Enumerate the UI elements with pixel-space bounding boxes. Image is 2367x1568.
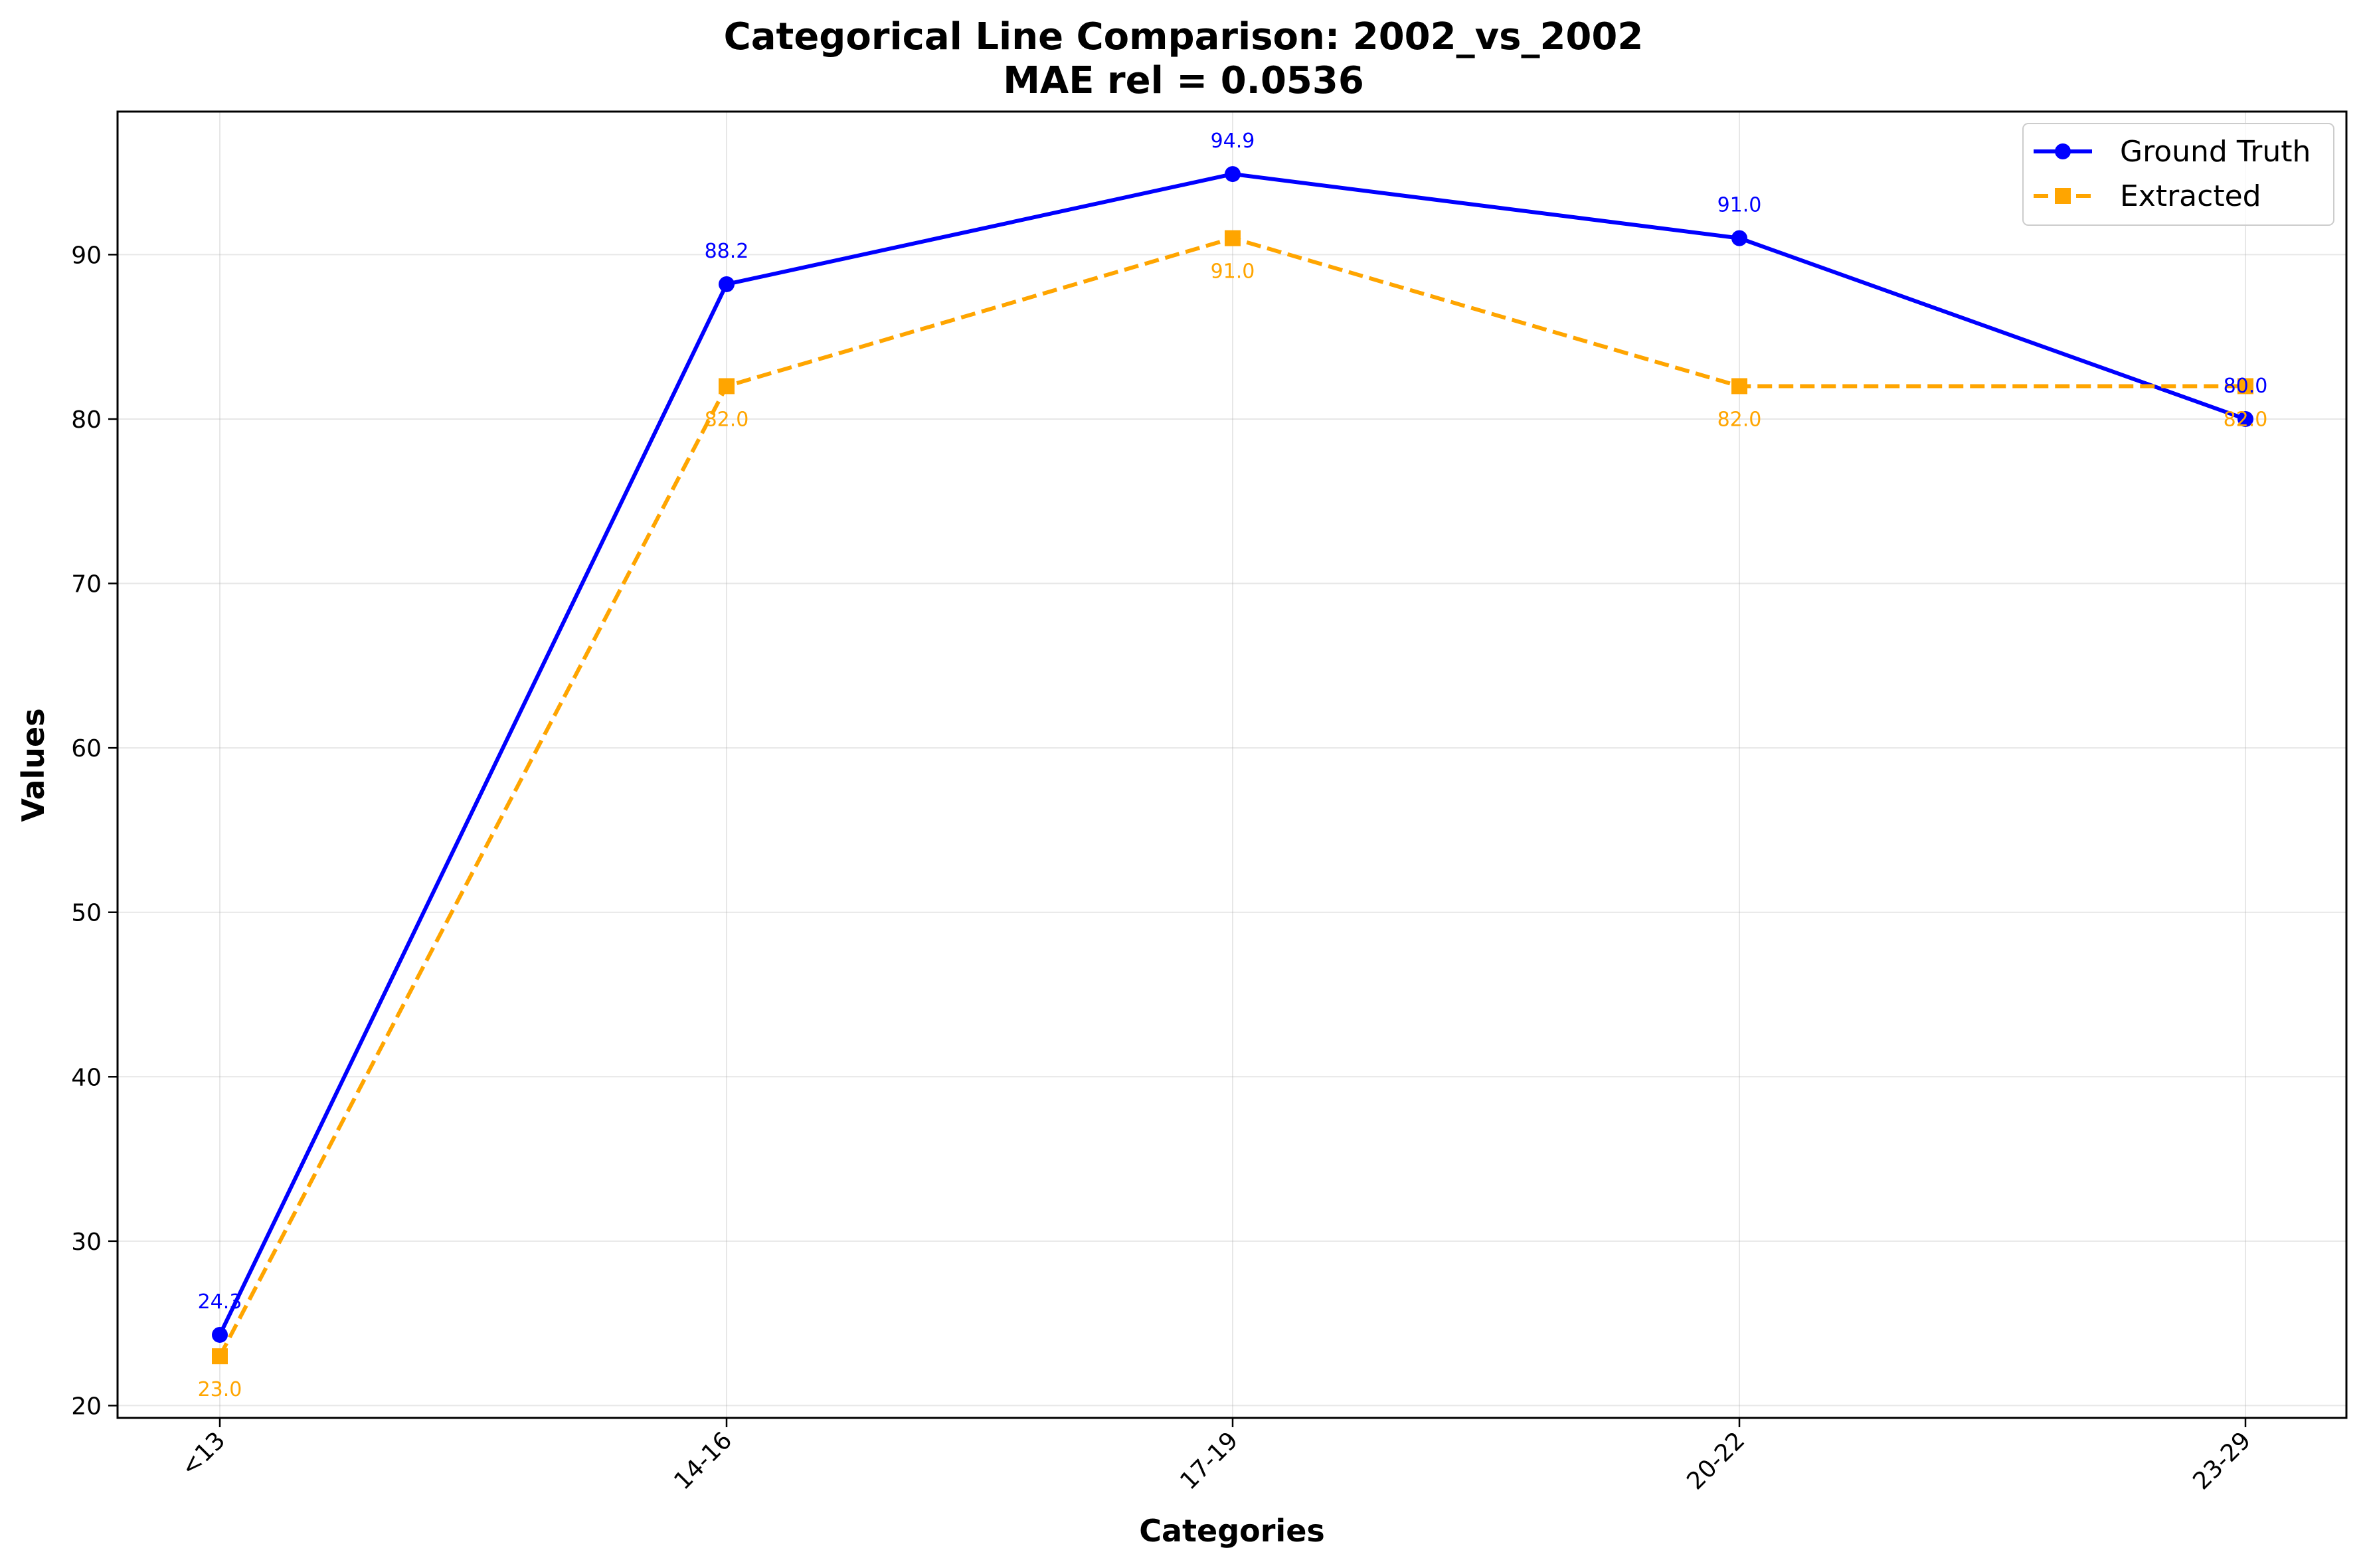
series-point-ground-truth [1225, 166, 1241, 183]
data-label-ground-truth: 91.0 [1717, 194, 1762, 217]
data-label-extracted: 82.0 [2224, 408, 2268, 431]
grid-layer [118, 112, 2346, 1418]
y-tick-label: 90 [71, 242, 102, 269]
chart-title: Categorical Line Comparison: 2002_vs_200… [724, 15, 1644, 58]
series-point-ground-truth [212, 1326, 228, 1343]
data-label-extracted: 91.0 [1211, 260, 1255, 284]
data-labels-layer: 24.3 88.2 94.9 91.0 80.0 23.0 82.0 91.0 82.0 82.0 [198, 130, 2268, 1401]
series-point-ground-truth [1731, 230, 1747, 246]
series-point-extracted [1225, 230, 1241, 246]
y-tick-label: 80 [71, 406, 102, 434]
series-point-ground-truth [719, 276, 735, 292]
y-tick-label: 60 [71, 735, 102, 762]
legend-marker-ground-truth [2055, 143, 2071, 159]
y-axis: 20 30 40 50 60 70 80 90 [71, 242, 118, 1420]
data-label-extracted: 82.0 [705, 408, 749, 431]
y-tick-label: 20 [71, 1393, 102, 1420]
y-axis-label: Values [15, 708, 51, 822]
series-point-ground-truth [2237, 410, 2253, 427]
chart-subtitle: MAE rel = 0.0536 [1003, 59, 1364, 102]
legend-label-extracted: Extracted [2120, 179, 2261, 213]
x-axis-label: Categories [1139, 1513, 1325, 1549]
y-tick-label: 50 [71, 900, 102, 927]
data-label-ground-truth: 24.3 [198, 1290, 242, 1314]
series-point-extracted [1731, 378, 1747, 394]
data-label-extracted: 23.0 [198, 1378, 242, 1401]
data-label-ground-truth: 94.9 [1211, 130, 1255, 153]
legend: Ground Truth Extracted [2022, 123, 2334, 226]
y-tick-label: 40 [71, 1064, 102, 1091]
legend-box [2022, 123, 2334, 226]
series-layer [212, 166, 2253, 1365]
data-label-ground-truth: 80.0 [2224, 375, 2268, 398]
legend-marker-extracted [2055, 188, 2071, 204]
y-tick-label: 70 [71, 571, 102, 598]
series-point-extracted [719, 378, 735, 394]
series-point-extracted [212, 1348, 228, 1365]
data-label-ground-truth: 88.2 [705, 240, 749, 263]
data-label-extracted: 82.0 [1717, 408, 1762, 431]
legend-label-ground-truth: Ground Truth [2120, 135, 2311, 169]
y-tick-label: 30 [71, 1229, 102, 1256]
series-point-extracted [2237, 378, 2253, 394]
